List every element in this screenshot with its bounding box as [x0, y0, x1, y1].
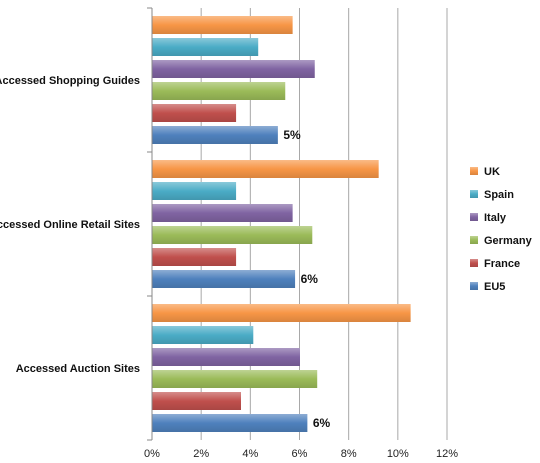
x-tick-label: 6% [292, 448, 308, 460]
legend-label: UK [484, 166, 500, 178]
legend-label: France [484, 258, 520, 270]
x-tick-label: 12% [436, 448, 458, 460]
bar-eu5 [152, 126, 278, 144]
bar-italy [152, 348, 300, 366]
data-label: 5% [283, 128, 301, 142]
bar-spain [152, 326, 254, 344]
x-tick-label: 10% [387, 448, 409, 460]
legend-swatch [470, 282, 478, 290]
legend-swatch [470, 213, 478, 221]
bar-italy [152, 60, 315, 78]
category-label: Accessed Auction Sites [16, 363, 140, 375]
bar-spain [152, 182, 237, 200]
legend-label: EU5 [484, 281, 505, 293]
legend-label: Spain [484, 189, 514, 201]
category-label: Accessed Online Retail Sites [0, 219, 140, 231]
data-label: 6% [313, 416, 331, 430]
legend-label: Germany [484, 235, 533, 247]
x-tick-label: 2% [193, 448, 209, 460]
category-label: Accessed Shopping Guides [0, 75, 140, 87]
x-tick-label: 8% [341, 448, 357, 460]
x-tick-label: 0% [144, 448, 160, 460]
bar-eu5 [152, 270, 296, 288]
bar-uk [152, 16, 293, 34]
bar-germany [152, 82, 286, 100]
labels: 0% 2% 4% 6% 8% 10% 12% Accessed Shopping Guides… [0, 75, 458, 460]
bars [152, 16, 411, 432]
bar-france [152, 392, 241, 410]
bar-eu5 [152, 414, 308, 432]
bar-germany [152, 370, 318, 388]
legend-swatch [470, 259, 478, 267]
legend-swatch [470, 236, 478, 244]
x-tick-label: 4% [242, 448, 258, 460]
bar-uk [152, 160, 379, 178]
legend-label: Italy [484, 212, 507, 224]
bar-spain [152, 38, 259, 56]
axes [147, 7, 153, 441]
bar-germany [152, 226, 313, 244]
legend-swatch [470, 167, 478, 175]
legend-swatch [470, 190, 478, 198]
bar-italy [152, 204, 293, 222]
bar-uk [152, 304, 411, 322]
legend: UK Spain Italy Germany France EU5 [470, 166, 533, 293]
bar-france [152, 248, 237, 266]
bar-france [152, 104, 237, 122]
gridlines [200, 8, 448, 440]
data-label: 6% [301, 272, 319, 286]
